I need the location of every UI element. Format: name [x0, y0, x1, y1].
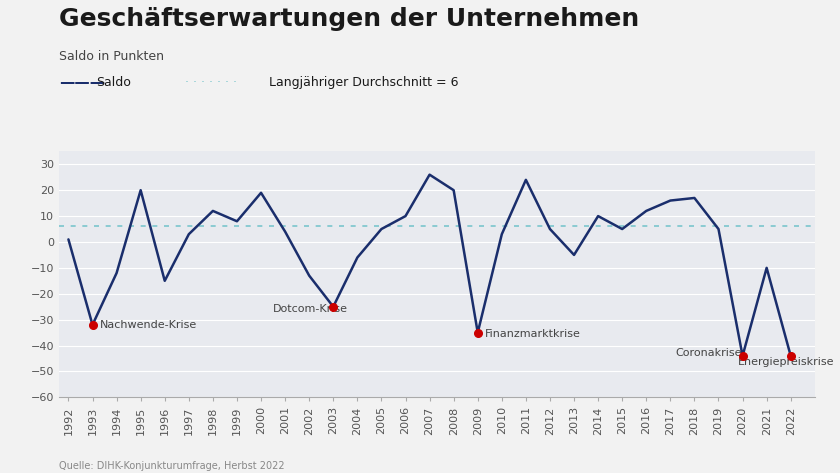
Text: Langjähriger Durchschnitt = 6: Langjähriger Durchschnitt = 6: [269, 76, 459, 89]
Text: Energiepreiskrise: Energiepreiskrise: [738, 357, 834, 367]
Text: Quelle: DIHK-Konjunkturumfrage, Herbst 2022: Quelle: DIHK-Konjunkturumfrage, Herbst 2…: [59, 461, 285, 471]
Text: Dotcom-Krise: Dotcom-Krise: [273, 304, 348, 314]
Text: Nachwende-Krise: Nachwende-Krise: [100, 320, 197, 330]
Text: Saldo: Saldo: [97, 76, 132, 89]
Text: Geschäftserwartungen der Unternehmen: Geschäftserwartungen der Unternehmen: [59, 7, 639, 31]
Text: Coronakrise: Coronakrise: [675, 348, 742, 358]
Text: Finanzmarktkrise: Finanzmarktkrise: [485, 329, 580, 339]
Text: Saldo in Punkten: Saldo in Punkten: [59, 50, 164, 62]
Text: ———: ———: [59, 75, 105, 90]
Text: · · · · · · ·: · · · · · · ·: [185, 76, 237, 89]
